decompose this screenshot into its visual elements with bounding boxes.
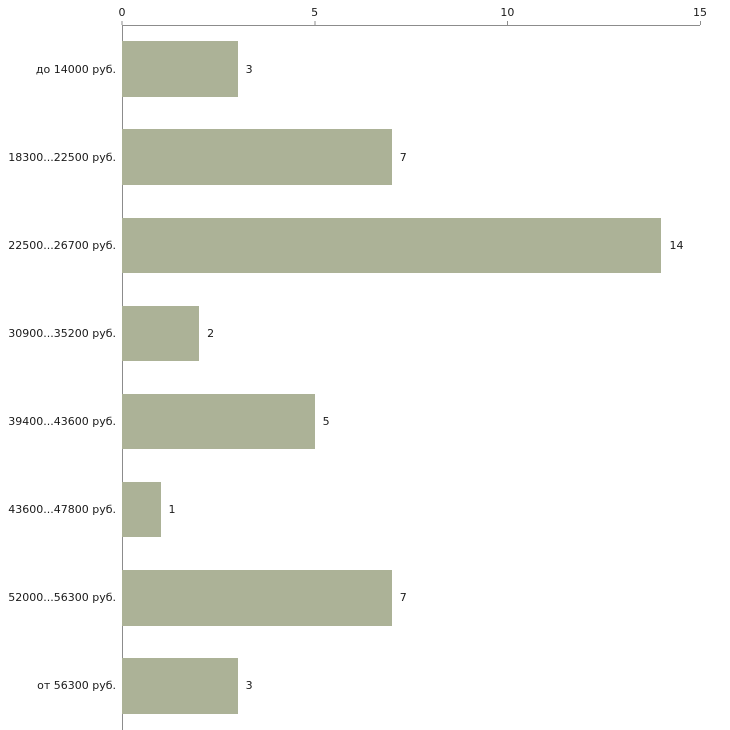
x-tick-label: 0 xyxy=(118,6,126,19)
x-tick-mark xyxy=(314,21,316,25)
bar-row: до 14000 руб. 3 xyxy=(0,25,700,113)
bar-row: 39400...43600 руб. 5 xyxy=(0,378,700,466)
bar xyxy=(122,41,238,97)
bar-row: от 56300 руб. 3 xyxy=(0,642,700,730)
bar-row: 22500...26700 руб. 14 xyxy=(0,201,700,289)
bar xyxy=(122,305,200,362)
bar-area: 3 xyxy=(122,642,700,730)
bar-area: 1 xyxy=(122,466,700,554)
x-tick-mark xyxy=(506,21,508,25)
category-label: от 56300 руб. xyxy=(37,679,116,693)
bar-area: 3 xyxy=(122,25,700,113)
x-axis-ticks: 0 5 10 15 xyxy=(119,0,707,25)
x-tick-label: 10 xyxy=(500,6,515,19)
x-axis-line xyxy=(122,25,700,26)
x-tick-mark xyxy=(121,21,123,25)
bar-area: 7 xyxy=(122,113,700,201)
bar-area: 5 xyxy=(122,378,700,466)
bar xyxy=(122,481,161,538)
bar-row: 52000...56300 руб. 7 xyxy=(0,554,700,642)
category-label: 22500...26700 руб. xyxy=(8,238,116,252)
bar xyxy=(122,570,392,626)
bar-area: 14 xyxy=(122,201,700,289)
category-label: 30900...35200 руб. xyxy=(8,326,116,340)
bar xyxy=(122,658,238,714)
value-label: 7 xyxy=(399,150,407,164)
x-tick-mark xyxy=(699,21,701,25)
bar-row: 43600...47800 руб. 1 xyxy=(0,466,700,554)
category-label: до 14000 руб. xyxy=(35,62,116,76)
value-label: 2 xyxy=(207,326,215,340)
bar-row: 18300...22500 руб. 7 xyxy=(0,113,700,201)
value-label: 7 xyxy=(399,591,407,605)
x-tick: 0 xyxy=(119,7,126,25)
bar-area: 2 xyxy=(122,289,700,377)
value-label: 5 xyxy=(322,415,330,429)
x-tick-label: 15 xyxy=(693,6,707,19)
bar-rows: до 14000 руб. 3 18300...22500 руб. 7 22500..… xyxy=(0,25,700,730)
category-label: 43600...47800 руб. xyxy=(8,503,116,517)
bar xyxy=(122,129,392,185)
bar xyxy=(122,217,662,274)
x-tick-label: 5 xyxy=(311,6,319,19)
category-label: 18300...22500 руб. xyxy=(8,150,116,164)
value-label: 1 xyxy=(168,503,176,517)
value-label: 14 xyxy=(669,238,684,252)
x-tick: 5 xyxy=(311,7,318,25)
x-tick: 15 xyxy=(693,7,707,25)
bar-area: 7 xyxy=(122,554,700,642)
x-tick: 10 xyxy=(500,7,514,25)
bar xyxy=(122,393,315,450)
category-label: 39400...43600 руб. xyxy=(8,415,116,429)
value-label: 3 xyxy=(245,679,253,693)
value-label: 3 xyxy=(245,62,253,76)
category-label: 52000...56300 руб. xyxy=(8,591,116,605)
y-axis-line xyxy=(122,25,123,730)
bar-row: 30900...35200 руб. 2 xyxy=(0,289,700,377)
